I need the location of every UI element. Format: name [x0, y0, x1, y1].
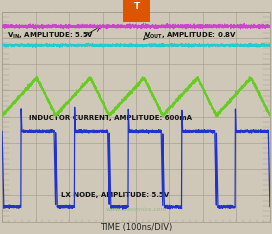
Text: T: T: [133, 2, 140, 11]
Text: INDUCTOR CURRENT, AMPLITUDE: 600mA: INDUCTOR CURRENT, AMPLITUDE: 600mA: [29, 115, 192, 121]
Text: $\bf{V_{OUT}}$, AMPLITUDE: 0.8V: $\bf{V_{OUT}}$, AMPLITUDE: 0.8V: [144, 31, 237, 41]
X-axis label: TIME (100ns/DIV): TIME (100ns/DIV): [100, 223, 172, 232]
Text: $\bf{V_{IN}}$, AMPLITUDE: 5.5V: $\bf{V_{IN}}$, AMPLITUDE: 5.5V: [7, 31, 95, 41]
Text: LX NODE, AMPLITUDE: 5.5V: LX NODE, AMPLITUDE: 5.5V: [61, 192, 169, 198]
Text: www.weonnics.com: www.weonnics.com: [105, 208, 167, 212]
